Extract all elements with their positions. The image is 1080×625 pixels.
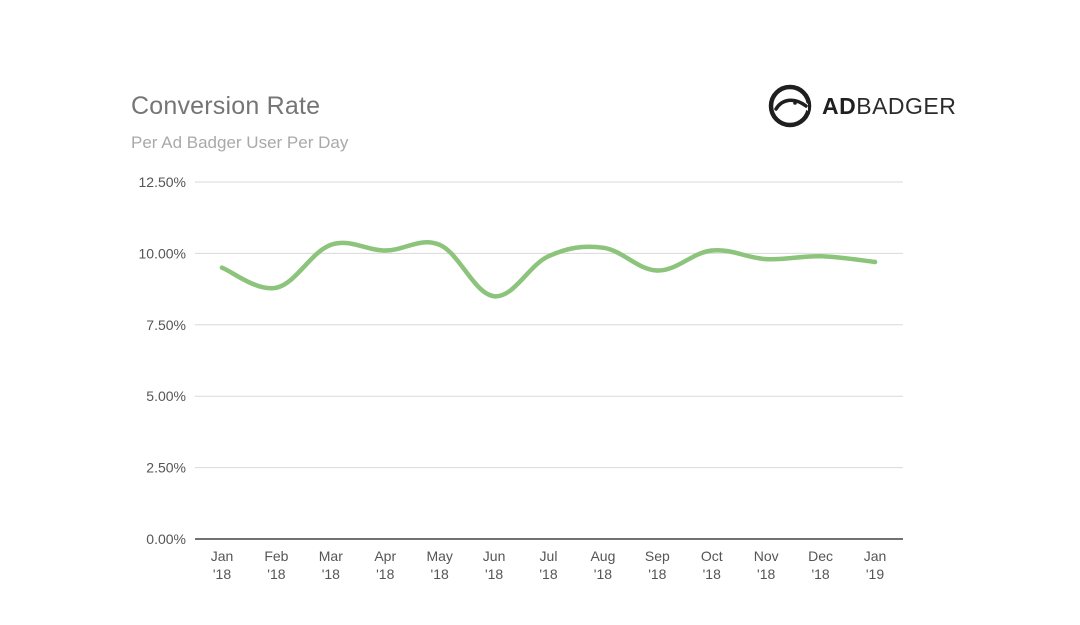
data-point xyxy=(600,245,606,250)
x-tick-month: Nov xyxy=(754,548,779,564)
x-tick-label: Nov '18 xyxy=(754,548,779,582)
x-tick-month: Jun xyxy=(483,548,506,564)
data-point xyxy=(491,294,497,299)
x-tick-month: Jan xyxy=(211,548,234,564)
x-tick-month: Sep xyxy=(645,548,670,564)
y-tick-label: 5.00% xyxy=(146,388,186,404)
x-tick-year: '18 xyxy=(431,566,449,582)
x-tick-label: Mar '18 xyxy=(319,548,343,582)
x-tick-month: Feb xyxy=(264,548,288,564)
x-tick-label: Sep '18 xyxy=(645,548,670,582)
logo-text-light: BADGER xyxy=(856,93,957,119)
x-tick-label: Aug '18 xyxy=(590,548,615,582)
adbadger-logo: ADBADGER xyxy=(768,84,968,128)
badger-head-icon xyxy=(768,84,812,128)
x-tick-label: Apr '18 xyxy=(374,548,396,582)
x-tick-month: Aug xyxy=(590,548,615,564)
x-tick-month: Mar xyxy=(319,548,343,564)
data-point xyxy=(383,248,388,253)
grid-lines xyxy=(195,181,903,540)
series-conversion-rate xyxy=(219,240,878,299)
x-tick-year: '18 xyxy=(811,566,829,582)
data-point xyxy=(818,254,823,259)
y-axis-ticks: 0.00% 2.50% 5.00% 7.50% 10.00% 12.50% xyxy=(139,174,186,547)
x-tick-year: '18 xyxy=(757,566,775,582)
x-tick-year: '18 xyxy=(485,566,503,582)
x-tick-label: Jul '18 xyxy=(539,548,557,582)
x-tick-label: Dec '18 xyxy=(808,548,833,582)
y-tick-label: 7.50% xyxy=(146,317,186,333)
x-tick-month: Jul xyxy=(540,548,558,564)
series-line xyxy=(219,240,878,299)
x-tick-label: Jun '18 xyxy=(483,548,506,582)
y-tick-label: 2.50% xyxy=(146,460,186,476)
x-tick-label: Oct '18 xyxy=(701,548,723,582)
chart-title: Conversion Rate xyxy=(131,92,321,120)
x-tick-label: Feb '18 xyxy=(264,548,288,582)
data-point xyxy=(328,242,334,248)
x-tick-year: '18 xyxy=(322,566,340,582)
chart-subtitle: Per Ad Badger User Per Day xyxy=(131,133,349,152)
x-tick-year: '18 xyxy=(594,566,612,582)
x-tick-year: '18 xyxy=(539,566,557,582)
data-point xyxy=(872,259,878,265)
x-tick-label: Jan '18 xyxy=(211,548,234,582)
y-tick-label: 0.00% xyxy=(146,531,186,547)
x-tick-year: '18 xyxy=(267,566,285,582)
logo-wordmark: ADBADGER xyxy=(822,93,956,120)
x-axis-ticks: Jan '18 Feb '18 Mar '18 Apr '18 May '18 Jun '18 Jul '… xyxy=(211,548,887,582)
data-point xyxy=(546,254,551,259)
x-tick-month: May xyxy=(426,548,452,564)
data-point xyxy=(274,285,279,290)
data-point xyxy=(437,242,442,248)
x-tick-year: '18 xyxy=(376,566,394,582)
x-tick-year: '18 xyxy=(648,566,666,582)
data-point xyxy=(709,248,714,253)
x-tick-label: Jan '19 xyxy=(864,548,887,582)
x-tick-year: '18 xyxy=(213,566,231,582)
data-point xyxy=(763,256,769,262)
x-tick-year: '19 xyxy=(866,566,884,582)
x-tick-month: Dec xyxy=(808,548,833,564)
logo-text-bold: AD xyxy=(822,93,857,119)
y-tick-label: 10.00% xyxy=(139,245,186,261)
x-tick-month: Oct xyxy=(701,548,723,564)
x-tick-label: May '18 xyxy=(426,548,452,582)
data-point xyxy=(655,268,660,273)
data-point xyxy=(219,265,225,270)
x-tick-month: Jan xyxy=(864,548,887,564)
y-tick-label: 12.50% xyxy=(139,174,186,190)
x-tick-month: Apr xyxy=(374,548,396,564)
x-tick-year: '18 xyxy=(703,566,721,582)
